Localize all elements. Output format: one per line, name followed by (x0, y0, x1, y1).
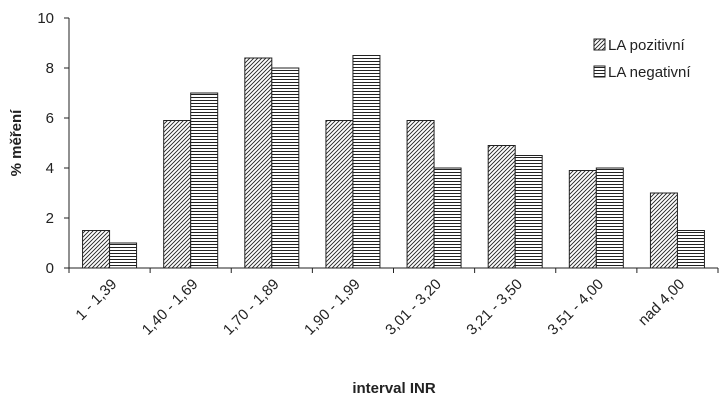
bar-la-pozitivni (568, 170, 597, 269)
y-tick-label: 6 (46, 110, 54, 127)
x-tick-label: 3,21 - 3,50 (463, 276, 526, 339)
x-tick-label: 3,01 - 3,20 (382, 276, 445, 339)
y-tick-label: 2 (46, 210, 54, 227)
y-tick-label: 10 (37, 10, 54, 27)
bar-la-pozitivni (82, 230, 111, 269)
bar-la-negativni (433, 167, 462, 269)
bar-la-negativni (190, 92, 219, 269)
bar-la-negativni (352, 55, 381, 269)
legend-swatch-la-negativni (593, 65, 606, 78)
y-axis-ticks: 0 2 4 6 8 10 (37, 10, 69, 277)
bar-la-pozitivni (487, 145, 516, 269)
bar-la-pozitivni (406, 120, 435, 269)
bar-la-negativni (514, 155, 543, 269)
y-tick-label: 8 (46, 60, 54, 77)
bar-la-negativni (595, 167, 624, 269)
y-axis-title: % měření (8, 109, 25, 177)
bar-la-pozitivni (163, 120, 192, 269)
x-axis-title: interval INR (352, 380, 436, 397)
y-tick-label: 0 (46, 260, 54, 277)
x-tick-label: 1,40 - 1,69 (139, 276, 202, 339)
x-tick-label: 1,70 - 1,89 (220, 276, 283, 339)
x-tick-label: 3,51 - 4,00 (544, 276, 607, 339)
x-tick-label: nad 4,00 (635, 276, 688, 329)
x-axis-ticks: 1 - 1,39 1,40 - 1,69 1,70 - 1,89 1,90 - 1,9… (68, 268, 719, 339)
legend-label-la-negativni: LA negativní (608, 64, 691, 81)
legend-label-la-pozitivni: LA pozitivní (608, 37, 686, 54)
bar-la-pozitivni (649, 192, 678, 269)
bar-la-negativni (676, 230, 705, 269)
bars (82, 55, 705, 269)
bar-la-negativni (109, 242, 138, 269)
legend: LA pozitivní LA negativní (593, 37, 691, 81)
y-tick-label: 4 (46, 160, 54, 177)
x-tick-label: 1 - 1,39 (72, 276, 120, 324)
bar-la-negativni (271, 67, 300, 269)
x-tick-label: 1,90 - 1,99 (301, 276, 364, 339)
bar-la-pozitivni (244, 57, 273, 269)
bar-la-pozitivni (325, 120, 354, 269)
legend-swatch-la-pozitivni (593, 38, 606, 51)
